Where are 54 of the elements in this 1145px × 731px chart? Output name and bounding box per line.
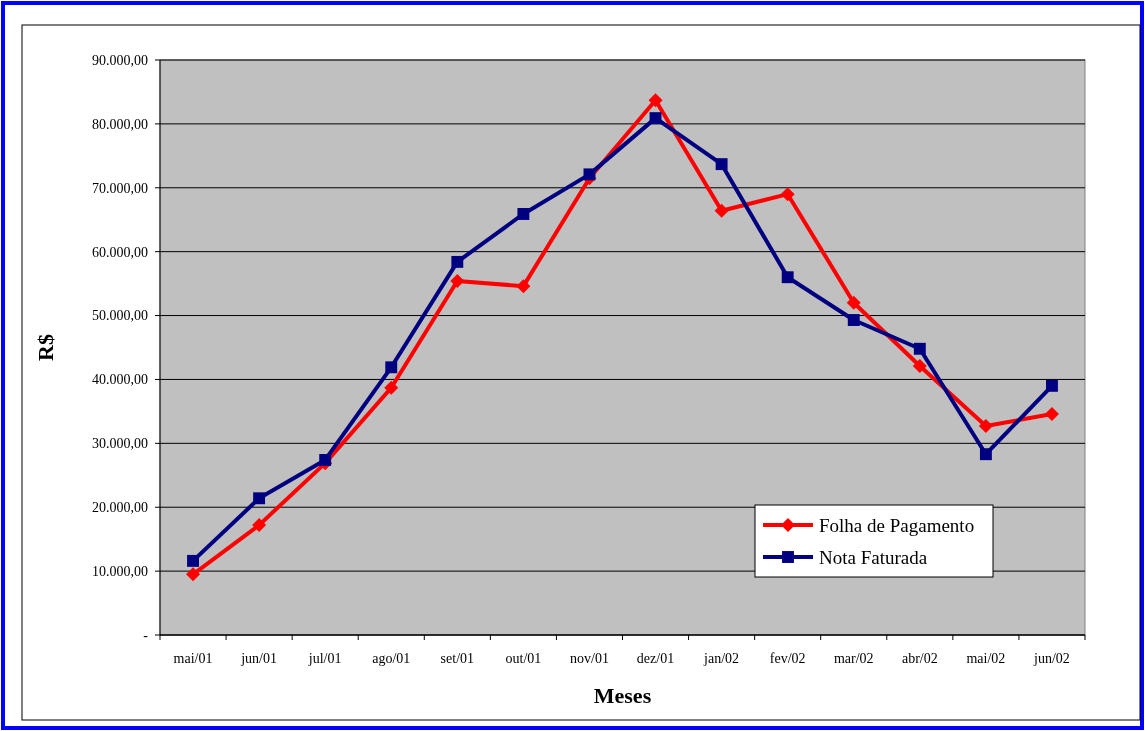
- point: [385, 361, 398, 374]
- y-tick-label: 20.000,00: [92, 500, 148, 516]
- x-tick-label: jun/02: [1033, 651, 1070, 666]
- point: [847, 314, 860, 326]
- point: [649, 112, 662, 125]
- y-tick-label: 30.000,00: [92, 436, 148, 452]
- y-axis-title: R$: [33, 334, 58, 361]
- x-tick-label: jun/01: [240, 651, 277, 666]
- point: [253, 492, 266, 505]
- y-tick-label: 50.000,00: [92, 308, 148, 324]
- x-tick-label: mai/02: [966, 651, 1006, 666]
- point: [913, 342, 926, 355]
- x-tick-label: set/01: [440, 651, 475, 666]
- y-tick-label: 40.000,00: [92, 372, 148, 388]
- y-tick-label: -: [143, 627, 149, 643]
- y-tick-label: 80.000,00: [92, 116, 148, 132]
- point: [1044, 406, 1059, 421]
- x-tick-label: jan/02: [703, 651, 740, 666]
- point: [781, 271, 794, 284]
- point: [517, 208, 530, 220]
- x-tick-label: out/01: [505, 651, 542, 666]
- y-tick-label: 90.000,00: [92, 52, 148, 68]
- point: [583, 168, 596, 181]
- x-tick-label: nov/01: [570, 651, 609, 666]
- point: [451, 255, 464, 268]
- point: [384, 380, 399, 395]
- point: [516, 279, 531, 294]
- x-axis-title: Meses: [593, 683, 652, 708]
- legend-label: Nota Faturada: [819, 546, 928, 568]
- x-tick-label: ago/01: [372, 651, 411, 666]
- point: [846, 295, 861, 310]
- point: [978, 419, 993, 434]
- point: [450, 274, 465, 289]
- point: [1046, 379, 1058, 392]
- point: [319, 453, 332, 466]
- point: [780, 187, 795, 202]
- point: [979, 448, 992, 461]
- x-tick-label: dez/01: [636, 651, 675, 666]
- point: [648, 93, 663, 108]
- y-tick-label: 60.000,00: [92, 244, 148, 260]
- y-tick-label: 10.000,00: [92, 564, 148, 580]
- point: [912, 359, 927, 374]
- x-tick-label: mar/02: [833, 651, 874, 666]
- point: [715, 158, 728, 171]
- x-tick-label: abr/02: [901, 651, 938, 666]
- point: [252, 518, 267, 533]
- point: [186, 567, 201, 582]
- y-tick-label: 70.000,00: [92, 180, 148, 196]
- point: [187, 554, 199, 567]
- x-tick-label: fev/02: [769, 651, 806, 666]
- x-tick-label: jul/01: [307, 651, 342, 666]
- x-tick-label: mai/01: [173, 651, 213, 666]
- legend-label: Folha de Pagamento: [819, 514, 975, 536]
- point: [714, 203, 729, 218]
